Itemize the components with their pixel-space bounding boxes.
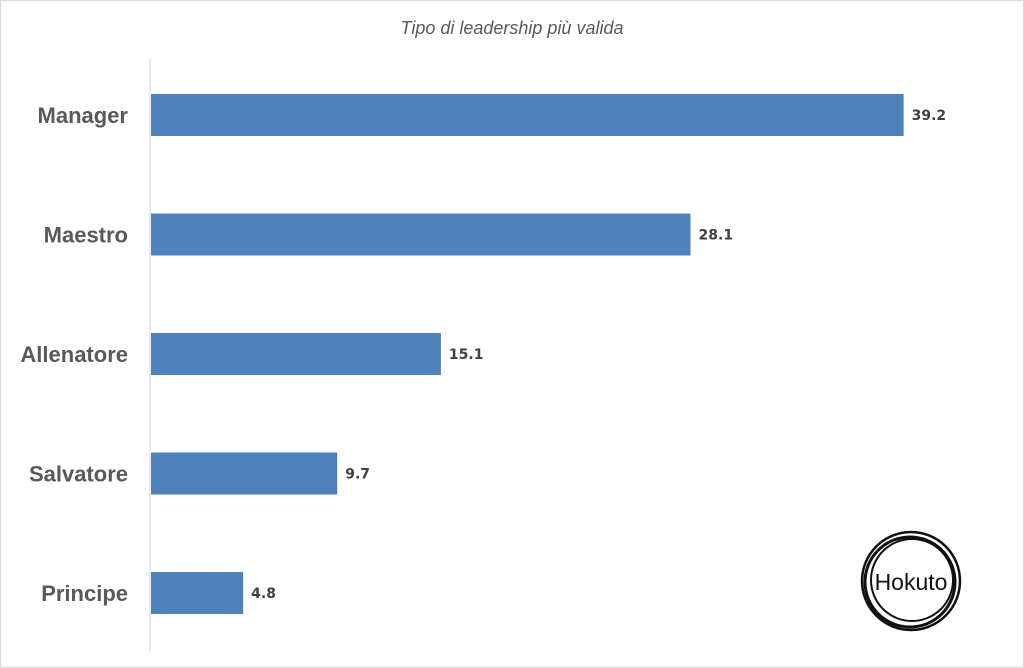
bars-group: Manager 39.2 Maestro 28.1 Allenatore 15.1 Salv… [20,94,946,614]
category-label-manager: Manager [38,103,129,128]
category-label-maestro: Maestro [44,223,128,248]
category-label-principe: Principe [41,581,128,606]
value-label-manager: 39.2 [912,108,947,124]
bar-salvatore [151,452,338,495]
bar-principe [151,572,244,614]
bar-maestro [151,213,691,256]
category-label-salvatore: Salvatore [29,462,128,487]
hokuto-logo: Hokuto [860,530,962,632]
logo-text: Hokuto [875,569,948,595]
chart-title: Tipo di leadership più valida [401,18,624,38]
value-label-principe: 4.8 [251,586,276,602]
value-label-salvatore: 9.7 [345,467,370,483]
logo-ring-inner [870,538,954,622]
value-label-maestro: 28.1 [699,228,734,244]
value-label-allenatore: 15.1 [449,347,484,363]
bar-manager [151,94,904,136]
category-label-allenatore: Allenatore [20,342,128,367]
bar-allenatore [151,333,441,375]
logo-ring-middle [863,535,957,629]
logo-ring-outer [860,530,962,632]
